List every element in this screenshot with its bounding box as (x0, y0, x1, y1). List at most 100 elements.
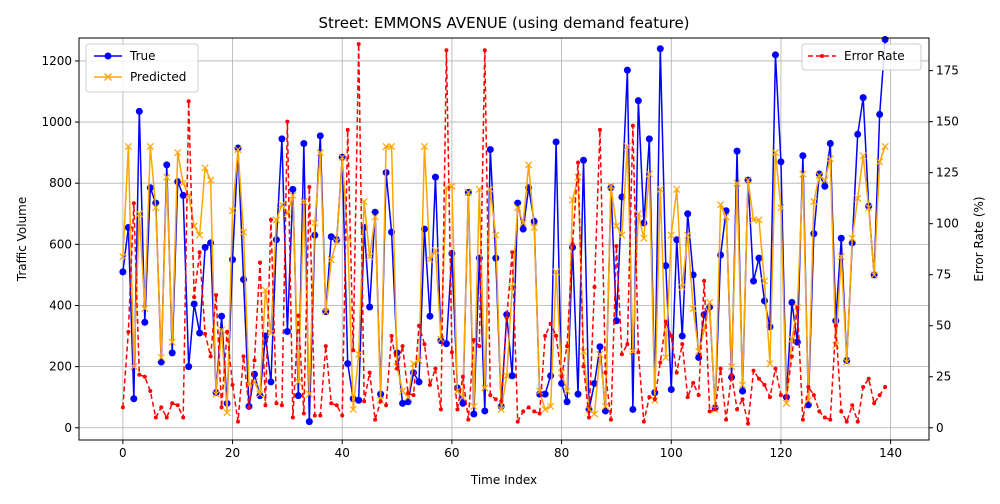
point-error-rate (521, 409, 526, 414)
point-true (563, 398, 571, 406)
point-error-rate (883, 384, 888, 389)
point-predicted (585, 405, 593, 414)
point-true (442, 340, 450, 348)
point-predicted (837, 252, 845, 261)
point-predicted (799, 170, 807, 178)
point-predicted (640, 234, 648, 242)
point-error-rate (301, 411, 306, 416)
point-true (130, 395, 138, 403)
point-predicted (196, 231, 204, 239)
point-error-rate (148, 389, 153, 394)
x-tick-label: 80 (554, 446, 569, 460)
x-tick-label: 20 (225, 446, 240, 460)
point-error-rate (203, 331, 208, 336)
point-predicted (168, 338, 176, 346)
point-predicted (722, 213, 730, 221)
point-error-rate (532, 409, 537, 414)
point-predicted (267, 329, 275, 337)
point-predicted (327, 256, 335, 264)
point-error-rate (751, 368, 756, 373)
y-tick-label: 600 (49, 237, 72, 251)
point-true (486, 146, 494, 154)
point-error-rate (323, 344, 328, 349)
point-error-rate (411, 393, 416, 398)
point-true (426, 312, 434, 320)
point-true (760, 297, 768, 305)
legend-right-box (801, 43, 922, 71)
point-error-rate (877, 393, 882, 398)
point-error-rate (356, 42, 361, 47)
x-tick-label: 100 (660, 446, 683, 460)
point-true (662, 262, 670, 270)
y2-axis-label: Error Rate (%) (972, 196, 986, 281)
point-error-rate (696, 393, 701, 398)
point-error-rate (219, 405, 224, 410)
point-error-rate (471, 338, 476, 343)
point-predicted (777, 204, 785, 212)
y2-tick-label: 0 (936, 421, 944, 435)
point-true (267, 378, 275, 386)
point-error-rate (192, 295, 197, 300)
point-error-rate (669, 333, 674, 338)
point-true (623, 66, 631, 74)
point-predicted (366, 252, 374, 261)
point-error-rate (444, 48, 449, 53)
point-true (470, 410, 478, 418)
point-true (876, 110, 884, 118)
point-error-rate (658, 360, 663, 365)
point-predicted (579, 347, 588, 355)
point-true (755, 254, 763, 262)
point-error-rate (855, 419, 860, 424)
point-error-rate (279, 403, 284, 408)
point-predicted (689, 304, 697, 313)
point-predicted (475, 185, 483, 193)
point-error-rate (844, 419, 849, 424)
point-predicted (278, 200, 286, 209)
point-error-rate (735, 407, 740, 412)
point-true (157, 358, 165, 366)
point-error-rate (186, 99, 191, 104)
plot-frame (78, 37, 930, 441)
point-predicted (656, 185, 664, 193)
point-error-rate (619, 352, 624, 357)
point-true (168, 349, 176, 357)
point-predicted (596, 350, 604, 359)
point-predicted (333, 237, 341, 245)
point-true (250, 370, 258, 378)
point-error-rate (378, 399, 383, 404)
point-error-rate (449, 350, 454, 355)
point-error-rate (762, 382, 767, 387)
point-predicted (300, 197, 308, 206)
point-error-rate (285, 119, 290, 124)
point-error-rate (663, 319, 668, 324)
point-predicted (876, 158, 884, 166)
point-true (272, 236, 280, 244)
point-error-rate (647, 395, 652, 400)
point-predicted (382, 142, 390, 151)
point-error-rate (351, 348, 356, 353)
point-error-rate (587, 415, 591, 420)
point-predicted (464, 188, 472, 197)
point-predicted (590, 410, 599, 418)
y-tick-label: 200 (49, 360, 72, 374)
point-error-rate (236, 419, 241, 424)
point-error-rate (175, 403, 180, 408)
point-error-rate (389, 333, 394, 338)
point-predicted (431, 246, 440, 255)
point-predicted (546, 402, 555, 410)
point-predicted (201, 164, 209, 172)
point-true (717, 251, 725, 259)
point-predicted (673, 185, 681, 193)
point-predicted (387, 142, 396, 151)
point-true (837, 234, 845, 242)
point-true (163, 161, 171, 169)
point-true (826, 139, 834, 147)
point-predicted (163, 173, 171, 181)
legend-predicted-label: Predicted (130, 70, 186, 84)
point-error-rate (685, 395, 690, 400)
point-error-rate (778, 393, 783, 398)
point-true (580, 156, 588, 164)
y-tick-label: 1000 (41, 115, 72, 129)
x-tick-label: 40 (335, 446, 350, 460)
point-error-rate (795, 305, 800, 310)
